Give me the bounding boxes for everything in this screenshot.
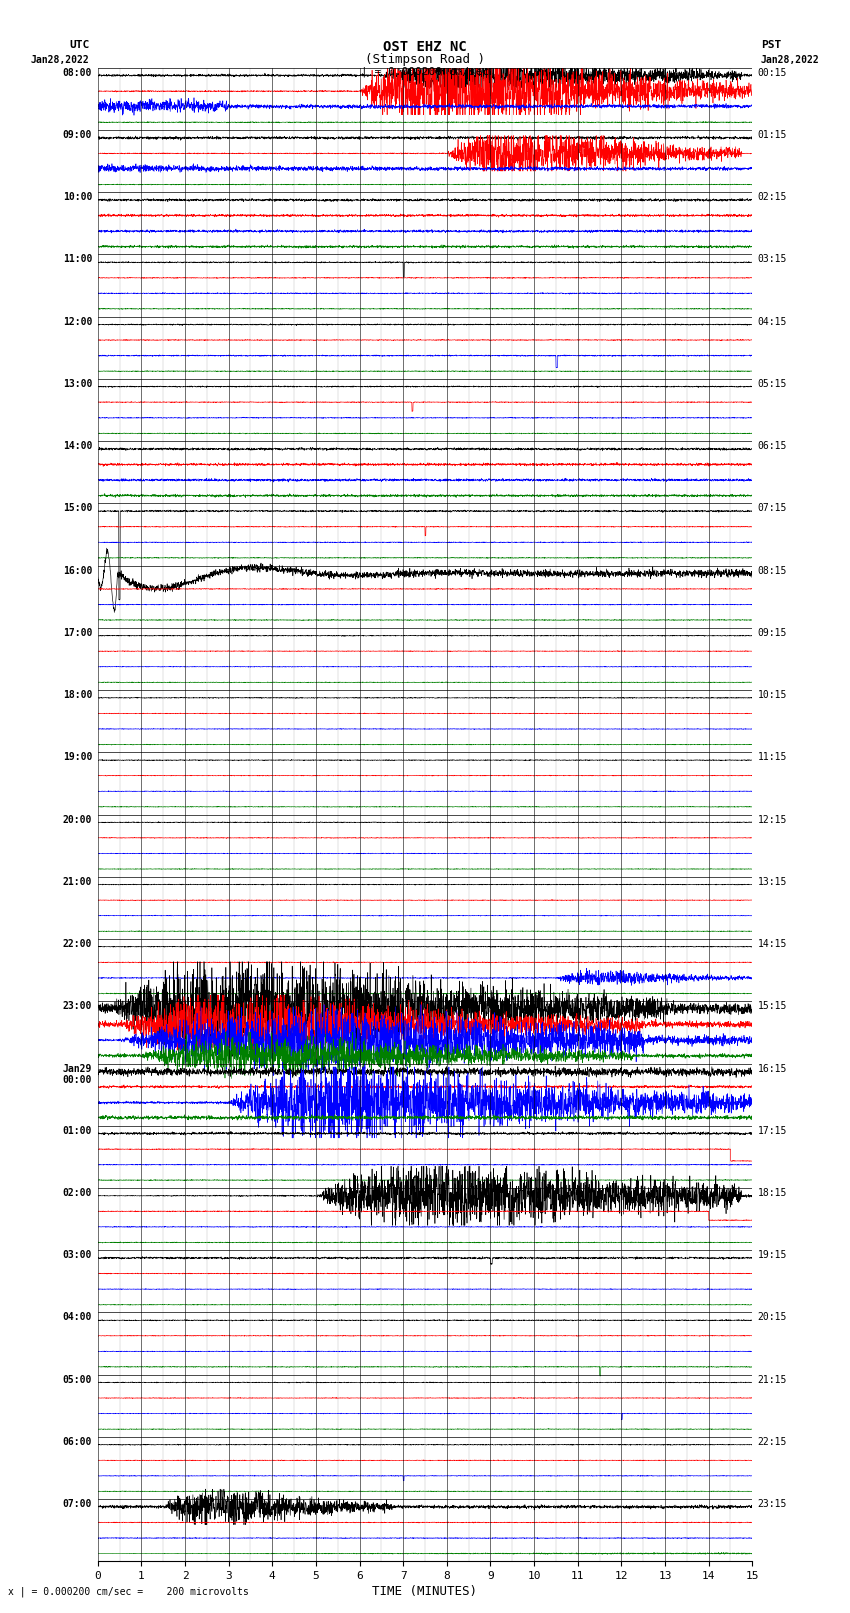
Text: 05:00: 05:00 [63, 1374, 92, 1384]
Text: 09:15: 09:15 [758, 627, 787, 637]
Text: 21:15: 21:15 [758, 1374, 787, 1384]
X-axis label: TIME (MINUTES): TIME (MINUTES) [372, 1586, 478, 1598]
Text: 11:00: 11:00 [63, 255, 92, 265]
Text: 07:00: 07:00 [63, 1498, 92, 1510]
Text: 04:15: 04:15 [758, 316, 787, 327]
Text: 19:15: 19:15 [758, 1250, 787, 1260]
Text: 21:00: 21:00 [63, 877, 92, 887]
Text: 02:00: 02:00 [63, 1187, 92, 1198]
Text: 02:15: 02:15 [758, 192, 787, 202]
Text: 18:15: 18:15 [758, 1187, 787, 1198]
Text: 08:00: 08:00 [63, 68, 92, 77]
Text: | = 0.000200 cm/sec: | = 0.000200 cm/sec [361, 66, 489, 77]
Text: 23:00: 23:00 [63, 1002, 92, 1011]
Text: 03:00: 03:00 [63, 1250, 92, 1260]
Text: 06:00: 06:00 [63, 1437, 92, 1447]
Text: 00:15: 00:15 [758, 68, 787, 77]
Text: 01:15: 01:15 [758, 131, 787, 140]
Text: 22:00: 22:00 [63, 939, 92, 948]
Text: Jan28,2022: Jan28,2022 [31, 55, 89, 65]
Text: 23:15: 23:15 [758, 1498, 787, 1510]
Text: 09:00: 09:00 [63, 131, 92, 140]
Text: 11:15: 11:15 [758, 752, 787, 763]
Text: 04:00: 04:00 [63, 1313, 92, 1323]
Text: 16:00: 16:00 [63, 566, 92, 576]
Text: 07:15: 07:15 [758, 503, 787, 513]
Text: OST EHZ NC: OST EHZ NC [383, 40, 467, 55]
Text: 20:00: 20:00 [63, 815, 92, 824]
Text: 14:15: 14:15 [758, 939, 787, 948]
Text: 08:15: 08:15 [758, 566, 787, 576]
Text: UTC: UTC [69, 40, 89, 50]
Text: 18:00: 18:00 [63, 690, 92, 700]
Text: 10:00: 10:00 [63, 192, 92, 202]
Text: 13:15: 13:15 [758, 877, 787, 887]
Text: Jan28,2022: Jan28,2022 [761, 55, 819, 65]
Text: 22:15: 22:15 [758, 1437, 787, 1447]
Text: 12:15: 12:15 [758, 815, 787, 824]
Text: 03:15: 03:15 [758, 255, 787, 265]
Text: 14:00: 14:00 [63, 442, 92, 452]
Text: (Stimpson Road ): (Stimpson Road ) [365, 53, 485, 66]
Text: 17:00: 17:00 [63, 627, 92, 637]
Text: 17:15: 17:15 [758, 1126, 787, 1136]
Text: 12:00: 12:00 [63, 316, 92, 327]
Text: 19:00: 19:00 [63, 752, 92, 763]
Text: PST: PST [761, 40, 781, 50]
Text: 20:15: 20:15 [758, 1313, 787, 1323]
Text: 16:15: 16:15 [758, 1063, 787, 1074]
Text: 15:00: 15:00 [63, 503, 92, 513]
Text: x | = 0.000200 cm/sec =    200 microvolts: x | = 0.000200 cm/sec = 200 microvolts [8, 1586, 249, 1597]
Text: 10:15: 10:15 [758, 690, 787, 700]
Text: 01:00: 01:00 [63, 1126, 92, 1136]
Text: 06:15: 06:15 [758, 442, 787, 452]
Text: 15:15: 15:15 [758, 1002, 787, 1011]
Text: 05:15: 05:15 [758, 379, 787, 389]
Text: 13:00: 13:00 [63, 379, 92, 389]
Text: Jan29
00:00: Jan29 00:00 [63, 1063, 92, 1086]
